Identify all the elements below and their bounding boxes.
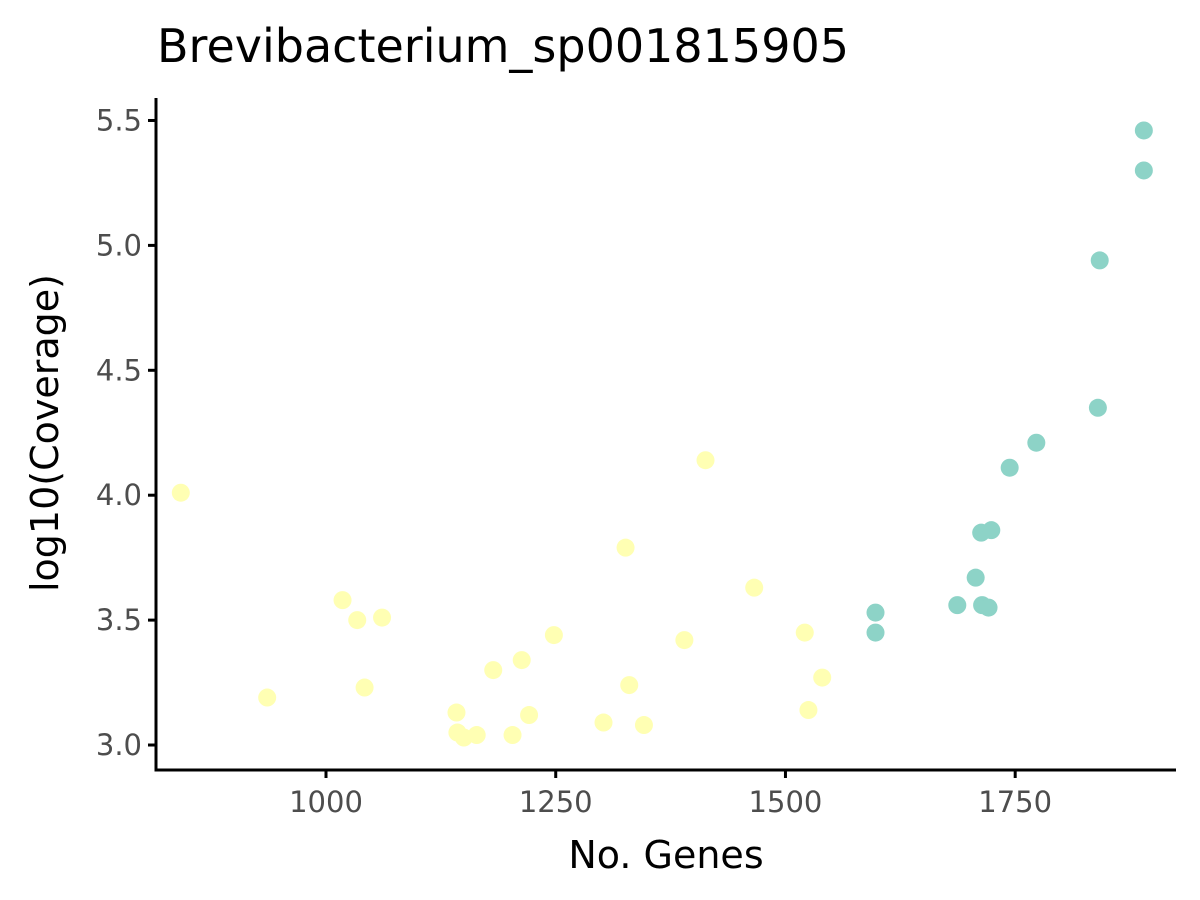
y-tick-label: 4.5	[96, 353, 142, 387]
data-point	[982, 521, 1001, 540]
data-point	[866, 603, 885, 622]
data-point	[1088, 398, 1107, 417]
data-point	[447, 703, 466, 722]
data-point	[544, 626, 563, 645]
data-point	[1000, 458, 1019, 477]
data-point	[373, 608, 392, 627]
data-point	[520, 706, 539, 725]
data-point	[333, 591, 352, 610]
data-point	[594, 713, 613, 732]
plot-area	[171, 121, 1153, 747]
x-axis: 1000 1250 1500 1750	[154, 768, 1176, 819]
chart-title: Brevibacterium_sp001815905	[157, 19, 849, 73]
x-axis-label: No. Genes	[568, 833, 763, 877]
data-point	[1027, 433, 1046, 452]
data-point	[948, 596, 967, 615]
data-point	[348, 611, 367, 630]
data-point	[1134, 121, 1153, 140]
y-tick-label: 5.5	[96, 103, 142, 137]
data-point	[795, 623, 814, 642]
x-tick-label: 1750	[978, 785, 1052, 819]
data-point	[696, 451, 715, 470]
data-point	[866, 623, 885, 642]
data-point	[467, 726, 486, 745]
data-point	[675, 631, 694, 650]
data-point	[634, 716, 653, 735]
data-point	[503, 726, 522, 745]
y-tick-label: 3.5	[96, 603, 142, 637]
y-tick-label: 4.0	[96, 478, 142, 512]
data-point	[355, 678, 374, 697]
data-point	[979, 598, 998, 617]
data-point	[616, 538, 635, 557]
y-tick-label: 3.0	[96, 728, 142, 762]
y-axis: 3.0 3.5 4.0 4.5 5.0 5.5	[96, 98, 158, 772]
data-point	[1090, 251, 1109, 270]
y-axis-label: log10(Coverage)	[23, 274, 67, 592]
data-point	[484, 661, 503, 680]
data-point	[171, 483, 190, 502]
data-point	[258, 688, 277, 707]
data-point	[1134, 161, 1153, 180]
x-tick-label: 1250	[519, 785, 593, 819]
data-point	[799, 701, 818, 720]
data-point	[620, 676, 639, 695]
data-point	[966, 568, 985, 587]
data-point	[745, 578, 764, 597]
data-point	[813, 668, 832, 687]
x-tick-label: 1500	[749, 785, 823, 819]
data-point	[512, 651, 531, 670]
x-tick-label: 1000	[289, 785, 363, 819]
y-tick-label: 5.0	[96, 228, 142, 262]
